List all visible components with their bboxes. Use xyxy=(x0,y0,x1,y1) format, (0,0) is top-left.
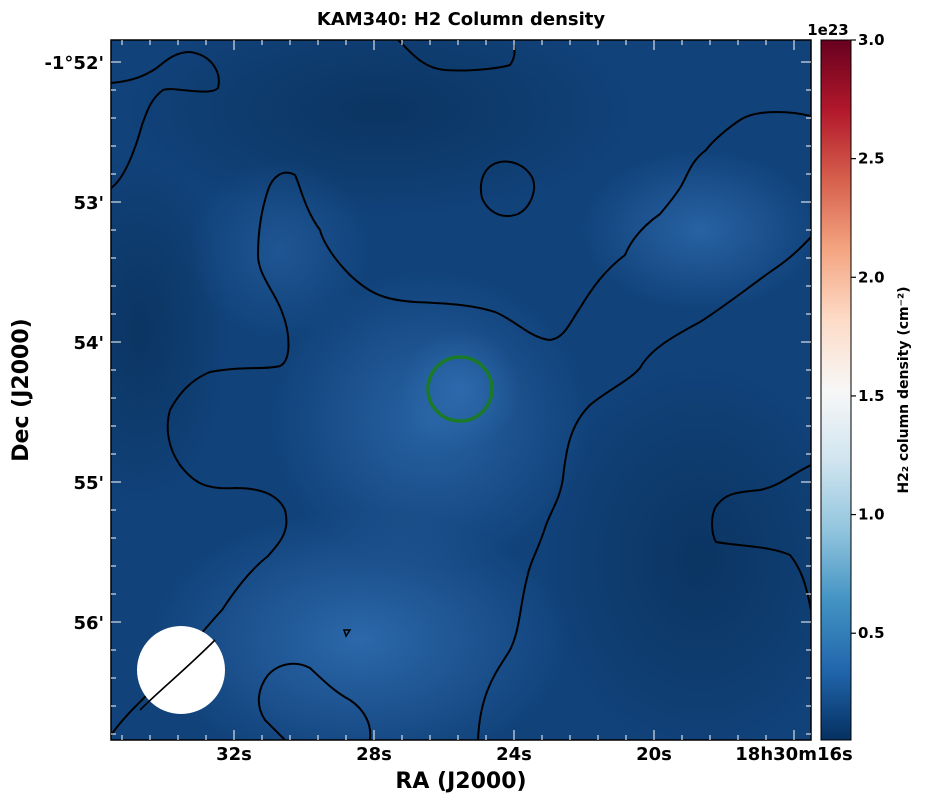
heatmap-bright-region xyxy=(580,150,811,310)
y-tick-label: 55' xyxy=(73,473,104,494)
plot-frame xyxy=(110,39,812,741)
colorbar-tick-label: 1.5 xyxy=(858,387,885,405)
contour-line xyxy=(111,50,220,189)
contour-line xyxy=(139,639,216,711)
x-tick-label: 18h30m16s xyxy=(735,744,852,765)
contour-line xyxy=(397,40,516,72)
y-tick-labels: -1°52' 53' 54' 55' 56' xyxy=(44,53,104,634)
y-axis-label: Dec (J2000) xyxy=(9,318,34,461)
x-tick-label: 32s xyxy=(216,744,252,765)
colorbar-label: H2₂ column density (cm⁻²) xyxy=(896,286,912,493)
contour-line xyxy=(477,236,811,740)
x-tick-marks xyxy=(121,40,795,740)
colorbar-tick-label: 2.5 xyxy=(858,150,885,168)
contour-line xyxy=(711,464,811,611)
y-tick-label: -1°52' xyxy=(44,53,104,74)
y-tick-marks xyxy=(111,61,811,735)
colorbar-tick-label: 3.0 xyxy=(858,31,885,49)
heatmap-bright-region xyxy=(190,160,370,340)
plot-border xyxy=(110,39,812,741)
contour-line xyxy=(111,111,811,736)
colorbar-gradient xyxy=(820,39,852,741)
colorbar-offset-text: 1e23 xyxy=(807,21,848,39)
source-marker-circle xyxy=(426,355,494,423)
y-tick-label: 54' xyxy=(73,333,104,354)
contour-line xyxy=(342,629,352,638)
x-tick-labels: 32s 28s 24s 20s 18h30m16s xyxy=(216,744,853,765)
heatmap-image xyxy=(111,40,811,740)
heatmap-bright-region xyxy=(400,330,520,450)
colorbar-tick-label: 2.0 xyxy=(858,268,885,286)
x-axis-label: RA (J2000) xyxy=(395,769,526,794)
contour-line xyxy=(480,160,536,217)
x-tick-label: 24s xyxy=(496,744,532,765)
colorbar: 1e23 0.5 1.0 1.5 2.0 2.5 3.0 H2₂ column densi… xyxy=(807,21,912,741)
heatmap-dark-region xyxy=(120,40,640,220)
colorbar-tick-label: 1.0 xyxy=(858,506,885,524)
contour-line xyxy=(257,662,372,740)
x-tick-label: 28s xyxy=(356,744,392,765)
y-tick-label: 56' xyxy=(73,613,104,634)
colorbar-tick-label: 0.5 xyxy=(858,624,885,642)
contours xyxy=(111,40,811,740)
heatmap-dark-region xyxy=(540,360,811,740)
y-tick-label: 53' xyxy=(73,193,104,214)
colorbar-ticks: 0.5 1.0 1.5 2.0 2.5 3.0 xyxy=(851,31,885,642)
chart-title: KAM340: H2 Column density xyxy=(317,9,605,30)
x-tick-label: 20s xyxy=(636,744,672,765)
